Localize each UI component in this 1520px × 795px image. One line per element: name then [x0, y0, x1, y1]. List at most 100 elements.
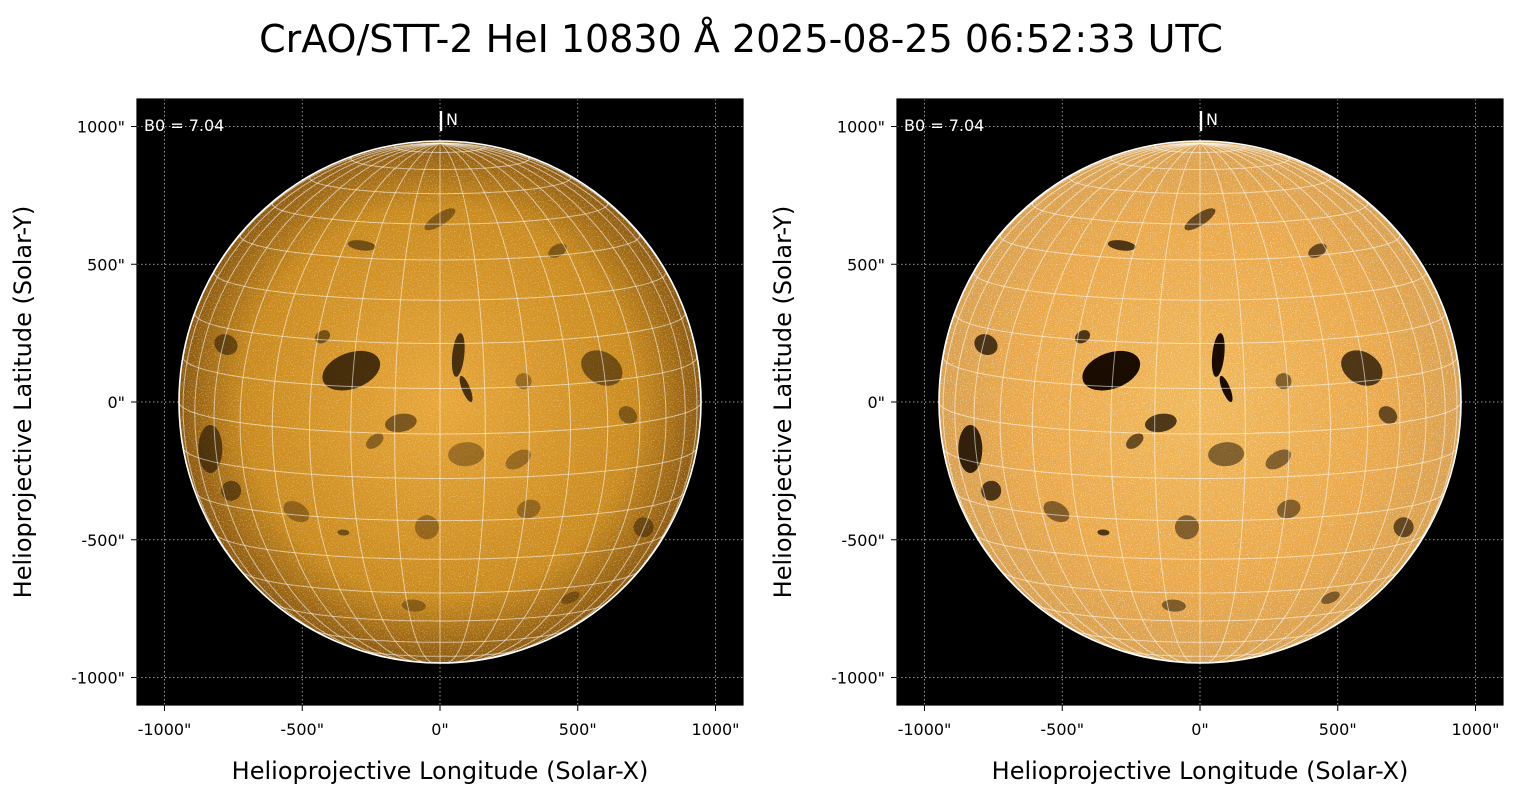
y-tick-label: 1000"	[77, 118, 125, 137]
grid-curve	[394, 142, 441, 663]
dark-feature	[1043, 501, 1070, 523]
dark-feature	[347, 240, 376, 251]
grid-curve	[194, 312, 686, 345]
y-tick-label: 500"	[87, 255, 125, 274]
grid-curve	[954, 312, 1446, 345]
b0-label: B0 = 7.04	[904, 116, 984, 135]
grid-curve	[942, 356, 1458, 389]
grid-curve	[355, 648, 523, 657]
north-label: N	[446, 110, 458, 129]
dark-feature	[981, 480, 1002, 501]
grid-curve	[194, 142, 441, 649]
grid-curve	[439, 142, 686, 649]
grid-curve	[974, 533, 1425, 560]
grid-curve	[1115, 648, 1283, 657]
solar-limb	[178, 140, 702, 664]
dark-feature	[505, 449, 531, 470]
dark-feature	[517, 499, 541, 519]
dark-feature	[1378, 406, 1398, 424]
dark-feature	[958, 424, 983, 473]
dark-feature	[221, 480, 242, 501]
y-tick-label: -500"	[81, 531, 125, 550]
grid-curve	[439, 142, 530, 663]
grid-curve	[1154, 142, 1201, 663]
grid-curve	[1199, 142, 1290, 663]
heliographic-grid	[179, 142, 701, 663]
dark-feature	[451, 333, 465, 377]
grid-curve	[214, 533, 665, 560]
dark-feature	[561, 591, 580, 605]
x-tick-label: -1000"	[138, 720, 192, 739]
x-tick-label: 500"	[1319, 720, 1357, 739]
grid-curve	[394, 145, 486, 153]
grid-curve	[239, 233, 641, 261]
grid-curve	[1154, 145, 1246, 153]
x-tick-label: 1000"	[691, 720, 739, 739]
y-axis-label: Helioprojective Latitude (Solar-Y)	[769, 206, 797, 599]
grid-curve	[973, 270, 1427, 301]
dark-feature	[1097, 529, 1110, 536]
grid-curve	[439, 142, 667, 657]
dark-feature	[1341, 350, 1383, 386]
y-tick-label: -1000"	[831, 669, 885, 688]
dark-feature	[1208, 442, 1245, 467]
dark-feature	[548, 243, 567, 258]
grid-curve	[182, 356, 698, 389]
grid-curve	[213, 142, 441, 657]
grid-curve	[182, 447, 697, 479]
dark-feature	[385, 413, 417, 433]
dark-feature	[1321, 591, 1340, 605]
x-axis-label: Helioprojective Longitude (Solar-X)	[232, 757, 649, 785]
grid-curve	[1199, 142, 1332, 663]
grid-curve	[308, 174, 572, 195]
dark-features	[958, 208, 1414, 612]
grid-curve	[1035, 603, 1366, 622]
solar-disk	[179, 141, 701, 663]
x-tick-label: 0"	[431, 720, 449, 739]
dark-feature	[1308, 243, 1327, 258]
dark-feature	[1126, 433, 1144, 449]
heliographic-grid	[939, 142, 1461, 663]
grid-curve	[942, 447, 1457, 479]
grid-curve	[275, 603, 606, 622]
grid-curve	[241, 571, 639, 594]
grid-curve	[195, 492, 686, 522]
solar-panel-right: N B0 = 7.04 -1000" -500" 0" 500" 1000" 1000" 500…	[769, 98, 1504, 785]
grid-curve	[179, 402, 701, 435]
grid-curve	[1031, 200, 1369, 225]
grid-curve	[350, 142, 441, 663]
dark-feature	[1393, 517, 1414, 538]
dark-feature	[1145, 413, 1177, 433]
x-tick-label: -500"	[1040, 720, 1084, 739]
y-axis-label: Helioprojective Latitude (Solar-Y)	[9, 206, 37, 599]
dark-feature	[414, 515, 439, 540]
grid-curve	[939, 402, 1461, 435]
dark-feature	[581, 350, 623, 386]
solar-image-left: N B0 = 7.04 -1000" -500" 0" 500" 1000" 1000" 500…	[9, 98, 744, 785]
grid-curve	[271, 200, 609, 225]
dark-feature	[448, 442, 485, 467]
grid-curve	[1199, 142, 1246, 663]
y-tick-label: 1000"	[837, 118, 885, 137]
axis-ticks: -1000" -500" 0" 500" 1000" 1000" 500" 0" -500" -1…	[71, 118, 739, 740]
grid-curve	[313, 629, 568, 643]
grid-curve	[973, 142, 1201, 657]
north-label: N	[1206, 110, 1218, 129]
y-tick-label: 500"	[847, 255, 885, 274]
grid-curve	[213, 270, 667, 301]
x-tick-label: 1000"	[1451, 720, 1499, 739]
dark-feature	[1265, 449, 1291, 470]
dark-feature	[1211, 333, 1225, 377]
dark-feature	[633, 517, 654, 538]
solar-panel-left: N B0 = 7.04 -1000" -500" 0" 500" 1000" 1000" 500…	[9, 98, 744, 785]
b0-label: B0 = 7.04	[144, 116, 224, 135]
x-tick-label: -1000"	[898, 720, 952, 739]
dark-feature	[366, 433, 384, 449]
y-tick-label: 0"	[867, 393, 885, 412]
y-tick-label: -500"	[841, 531, 885, 550]
grid-curve	[1001, 571, 1399, 594]
grid-curve	[439, 142, 572, 663]
dark-feature	[459, 375, 473, 403]
dark-feature	[1107, 240, 1136, 251]
dark-feature	[618, 406, 638, 424]
